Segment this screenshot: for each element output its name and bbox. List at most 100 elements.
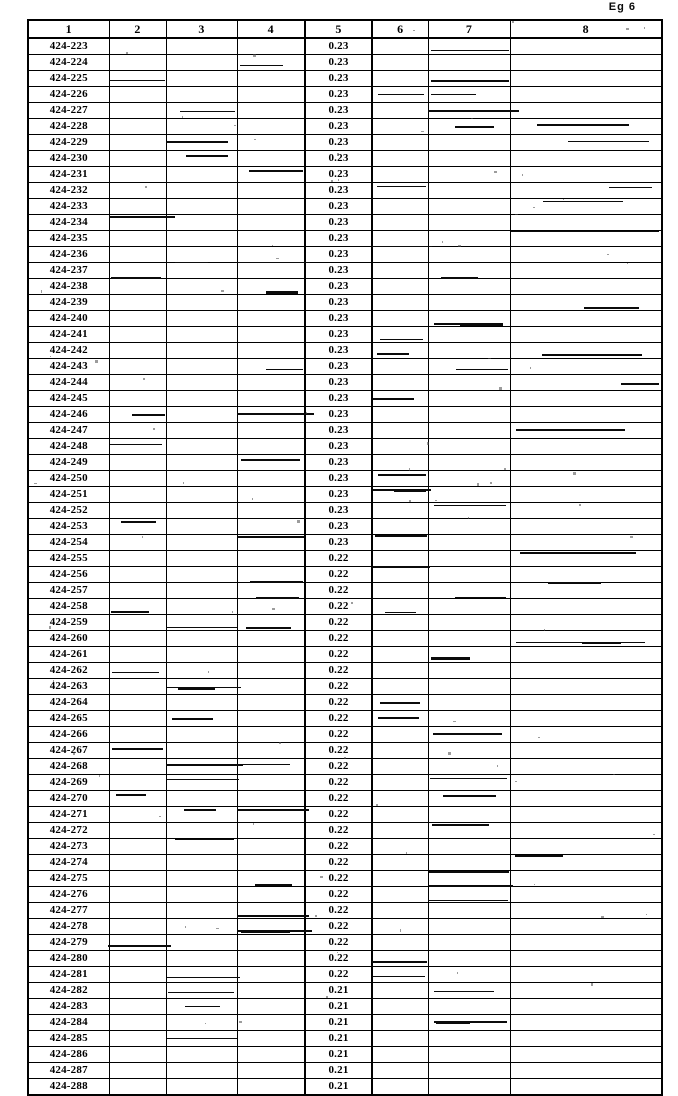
cell-empty bbox=[236, 1046, 306, 1063]
cell-empty bbox=[509, 166, 663, 183]
cell-empty bbox=[165, 758, 238, 775]
cell-empty bbox=[236, 54, 306, 71]
cell-empty bbox=[371, 150, 429, 167]
cell-empty bbox=[165, 374, 238, 391]
cell-empty bbox=[427, 422, 511, 439]
cell-empty bbox=[165, 37, 238, 55]
cell-empty bbox=[371, 54, 429, 71]
cell-value: 0.21 bbox=[304, 1014, 373, 1031]
cell-value: 0.23 bbox=[304, 230, 373, 247]
cell-empty bbox=[165, 838, 238, 855]
cell-empty bbox=[427, 806, 511, 823]
table-row: 424-270 0.22 bbox=[27, 790, 663, 807]
cell-empty bbox=[108, 246, 167, 263]
cell-empty bbox=[509, 102, 663, 119]
cell-empty bbox=[371, 710, 429, 727]
cell-identifier: 424-240 bbox=[27, 310, 110, 327]
cell-value: 0.22 bbox=[304, 758, 373, 775]
cell-empty bbox=[236, 102, 306, 119]
table-body: 424-223 0.23 424-224 0.23 424-225 0.23 424-226… bbox=[27, 37, 663, 1096]
table-row: 424-282 0.21 bbox=[27, 982, 663, 999]
cell-value: 0.23 bbox=[304, 134, 373, 151]
cell-empty bbox=[236, 262, 306, 279]
cell-empty bbox=[427, 150, 511, 167]
column-header-2: 2 bbox=[108, 19, 167, 39]
cell-identifier: 424-265 bbox=[27, 710, 110, 727]
cell-empty bbox=[165, 214, 238, 231]
cell-empty bbox=[371, 982, 429, 999]
cell-empty bbox=[108, 134, 167, 151]
cell-empty bbox=[108, 470, 167, 487]
cell-identifier: 424-287 bbox=[27, 1062, 110, 1079]
cell-empty bbox=[108, 982, 167, 999]
cell-identifier: 424-223 bbox=[27, 37, 110, 55]
cell-empty bbox=[509, 566, 663, 583]
cell-empty bbox=[509, 518, 663, 535]
cell-empty bbox=[509, 326, 663, 343]
cell-empty bbox=[108, 1078, 167, 1096]
cell-empty bbox=[108, 550, 167, 567]
cell-empty bbox=[509, 646, 663, 663]
cell-empty bbox=[427, 310, 511, 327]
table-header-row: 1 2 3 4 5 6 7 8 bbox=[27, 19, 663, 39]
cell-empty bbox=[509, 262, 663, 279]
cell-empty bbox=[165, 614, 238, 631]
cell-empty bbox=[236, 886, 306, 903]
cell-empty bbox=[165, 822, 238, 839]
cell-empty bbox=[509, 822, 663, 839]
cell-value: 0.23 bbox=[304, 326, 373, 343]
cell-empty bbox=[509, 694, 663, 711]
cell-identifier: 424-279 bbox=[27, 934, 110, 951]
cell-identifier: 424-269 bbox=[27, 774, 110, 791]
cell-value: 0.23 bbox=[304, 310, 373, 327]
cell-empty bbox=[371, 806, 429, 823]
table-row: 424-259 0.22 bbox=[27, 614, 663, 631]
cell-empty bbox=[165, 86, 238, 103]
cell-empty bbox=[427, 470, 511, 487]
cell-empty bbox=[509, 838, 663, 855]
cell-empty bbox=[509, 230, 663, 247]
cell-empty bbox=[108, 326, 167, 343]
cell-empty bbox=[371, 326, 429, 343]
table-row: 424-250 0.23 bbox=[27, 470, 663, 487]
cell-value: 0.23 bbox=[304, 470, 373, 487]
cell-empty bbox=[509, 70, 663, 87]
cell-empty bbox=[427, 166, 511, 183]
cell-empty bbox=[165, 70, 238, 87]
cell-identifier: 424-252 bbox=[27, 502, 110, 519]
cell-value: 0.23 bbox=[304, 486, 373, 503]
cell-identifier: 424-228 bbox=[27, 118, 110, 135]
cell-empty bbox=[371, 102, 429, 119]
cell-value: 0.22 bbox=[304, 934, 373, 951]
cell-empty bbox=[108, 502, 167, 519]
table-row: 424-252 0.23 bbox=[27, 502, 663, 519]
cell-empty bbox=[371, 678, 429, 695]
table-row: 424-248 0.23 bbox=[27, 438, 663, 455]
cell-identifier: 424-266 bbox=[27, 726, 110, 743]
cell-empty bbox=[165, 502, 238, 519]
cell-empty bbox=[165, 726, 238, 743]
cell-empty bbox=[427, 342, 511, 359]
cell-empty bbox=[108, 310, 167, 327]
cell-identifier: 424-255 bbox=[27, 550, 110, 567]
cell-value: 0.23 bbox=[304, 118, 373, 135]
cell-value: 0.22 bbox=[304, 742, 373, 759]
cell-identifier: 424-246 bbox=[27, 406, 110, 423]
cell-empty bbox=[509, 406, 663, 423]
cell-empty bbox=[509, 806, 663, 823]
cell-value: 0.22 bbox=[304, 630, 373, 647]
cell-empty bbox=[509, 438, 663, 455]
cell-value: 0.23 bbox=[304, 534, 373, 551]
table-row: 424-284 0.21 bbox=[27, 1014, 663, 1031]
table-row: 424-288 0.21 bbox=[27, 1078, 663, 1096]
cell-empty bbox=[509, 422, 663, 439]
cell-empty bbox=[165, 598, 238, 615]
cell-empty bbox=[371, 950, 429, 967]
table-row: 424-226 0.23 bbox=[27, 86, 663, 103]
cell-identifier: 424-231 bbox=[27, 166, 110, 183]
cell-empty bbox=[427, 790, 511, 807]
cell-empty bbox=[165, 806, 238, 823]
cell-empty bbox=[236, 822, 306, 839]
cell-empty bbox=[371, 1078, 429, 1096]
cell-empty bbox=[371, 1030, 429, 1047]
